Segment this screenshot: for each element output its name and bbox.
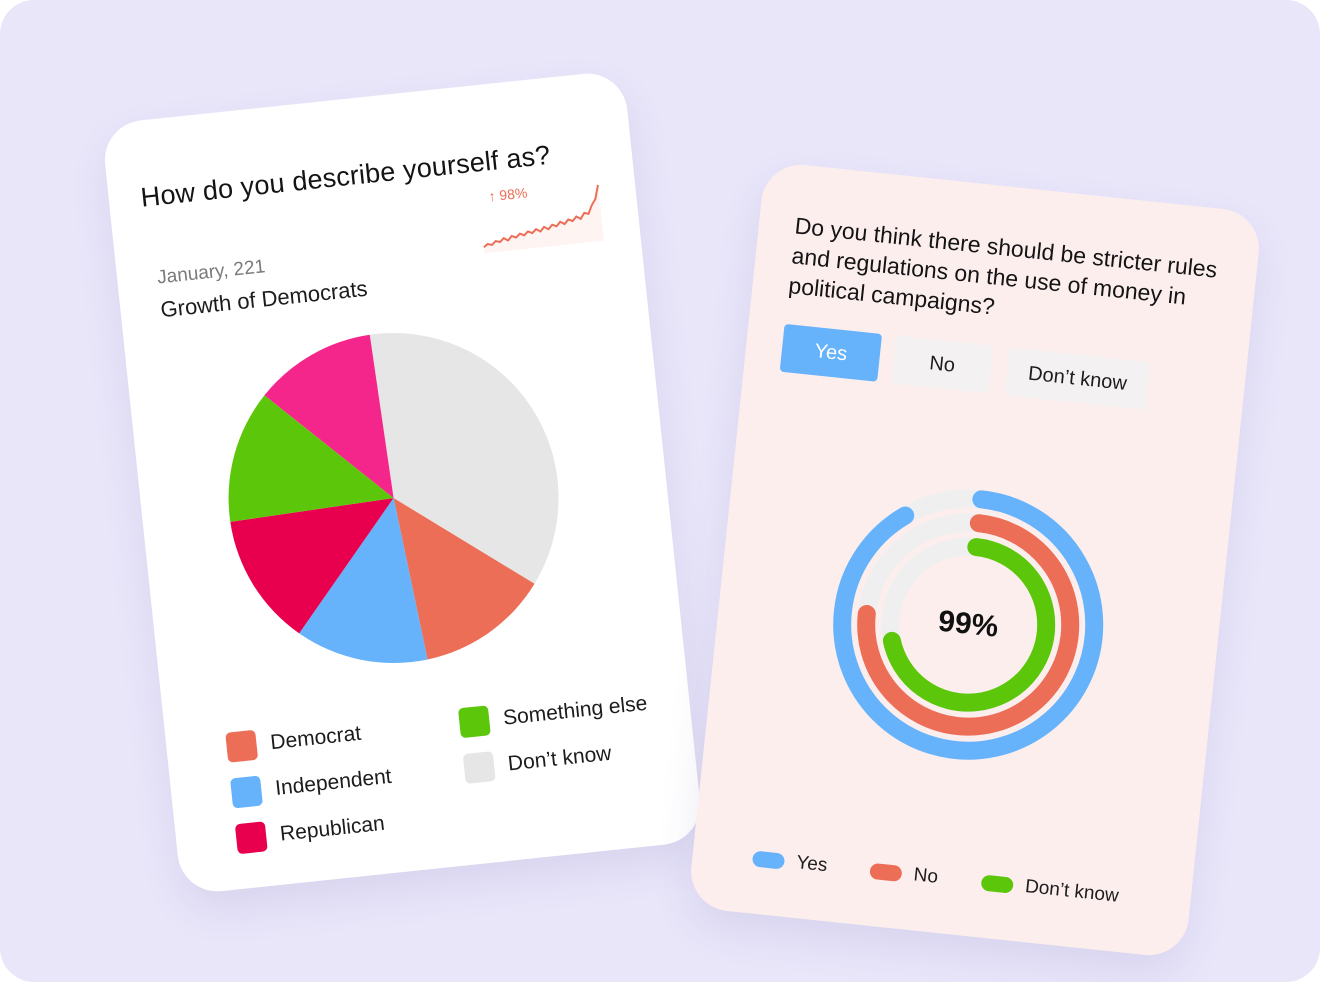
date-label: January, 221: [156, 256, 267, 289]
ring-legend-swatch-dont-know: [980, 874, 1014, 894]
ring-legend-yes: Yes: [751, 847, 828, 877]
ring-legend-no: No: [869, 860, 939, 889]
center-percentage: 99%: [936, 604, 1000, 644]
legend-label-republican: Republican: [278, 811, 386, 846]
legend-label-independent: Independent: [274, 764, 393, 800]
radial-rings-chart: [833, 489, 1104, 760]
sparkline-svg: [483, 184, 604, 254]
ring-arc-no: [857, 514, 1080, 736]
trend-sparkline: ↑ 98%: [473, 172, 610, 255]
legend-democrat: Democrat: [225, 719, 362, 763]
pie-chart-card: How do you describe yourself as? January…: [100, 69, 705, 896]
legend-something-else: Something else: [457, 689, 649, 739]
pie-slice-something-else: [228, 395, 394, 522]
legend-label-something-else: Something else: [501, 691, 649, 730]
ring-legend-label-dont-know: Don’t know: [1024, 876, 1120, 907]
ring-legend-swatch-no: [869, 862, 903, 883]
pie-chart: [228, 333, 559, 663]
option-no-button[interactable]: No: [891, 335, 994, 394]
legend-independent: Independent: [230, 762, 393, 809]
pie-slice-don-t-know: [369, 333, 559, 584]
legend-swatch-democrat: [225, 729, 259, 763]
option-dont-know-button[interactable]: Don’t know: [1004, 347, 1151, 411]
poll-card: Do you think there should be stricter ru…: [687, 160, 1263, 960]
legend-swatch-independent: [230, 775, 263, 809]
sparkline-line: [483, 184, 599, 248]
legend-swatch-dont-know: [462, 751, 496, 785]
legend-dont-know: Don’t know: [462, 739, 613, 785]
legend-republican: Republican: [234, 809, 386, 855]
ring-legend-dont-know: Don’t know: [980, 871, 1120, 907]
option-yes-button[interactable]: Yes: [779, 323, 883, 382]
pie-slice-democrat: [393, 498, 535, 660]
legend-swatch-something-else: [457, 705, 491, 739]
pie-slice-unlabeled-5: [264, 334, 394, 499]
legend-label-democrat: Democrat: [269, 721, 363, 755]
sparkline-area: [483, 184, 604, 254]
legend-swatch-republican: [234, 821, 268, 855]
pie-slice-independent: [299, 498, 428, 663]
legend-label-dont-know: Don’t know: [506, 741, 613, 776]
ring-legend-label-no: No: [912, 864, 940, 888]
ring-arc-yes: [833, 490, 1104, 760]
ring-legend-label-yes: Yes: [795, 852, 829, 877]
ring-legend-swatch-yes: [751, 850, 786, 870]
poll-question: Do you think there should be stricter ru…: [787, 212, 1219, 320]
pie-slice-republican: [230, 498, 394, 634]
ring-arc-don-t-know: [882, 538, 1056, 712]
